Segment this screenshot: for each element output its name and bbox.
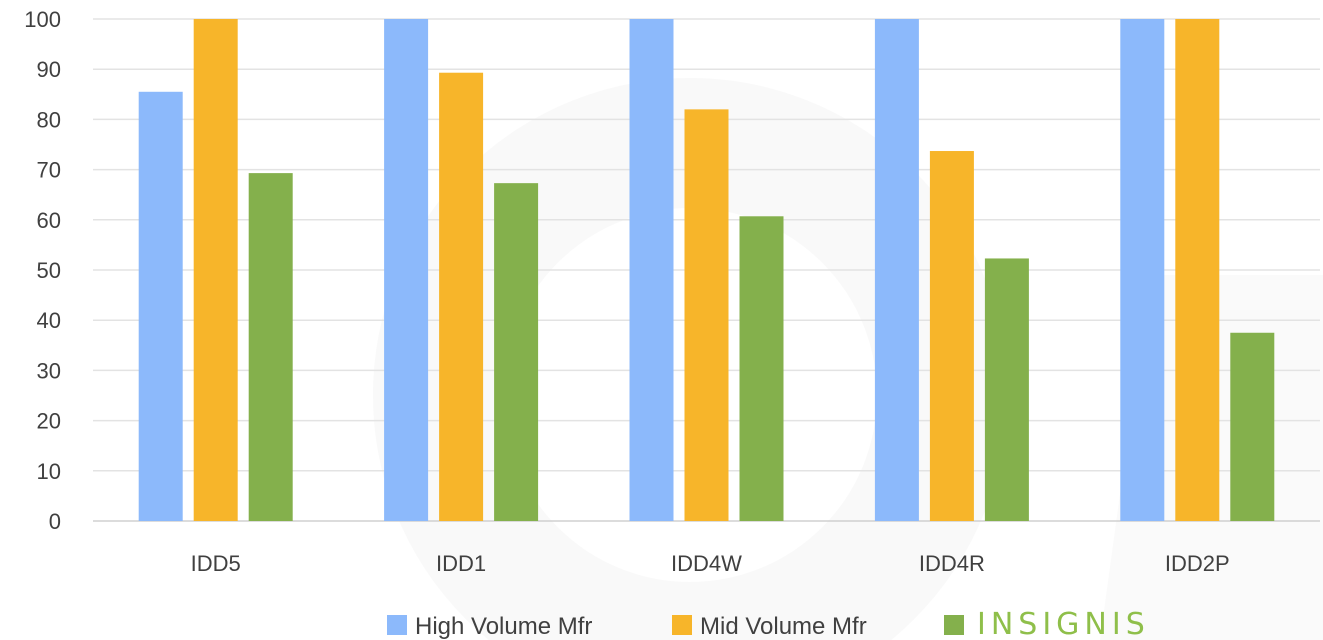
bar-idd5-series-1 (138, 91, 183, 521)
bars (138, 19, 1275, 522)
y-tick-label: 40 (37, 308, 61, 333)
bar-idd1-series-2 (439, 72, 484, 522)
y-tick-label: 80 (37, 107, 61, 132)
x-tick-label: IDD2P (1165, 551, 1230, 576)
bar-idd4w-series-2 (684, 109, 729, 522)
y-tick-label: 0 (49, 509, 61, 534)
y-tick-label: 60 (37, 208, 61, 233)
x-tick-label: IDD1 (436, 551, 486, 576)
y-tick-label: 100 (24, 7, 61, 32)
y-tick-label: 20 (37, 409, 61, 434)
bar-idd1-series-3 (494, 183, 539, 522)
bar-idd2p-series-3 (1230, 332, 1275, 521)
legend-label: Mid Volume Mfr (700, 613, 867, 640)
legend-swatch-series-1 (387, 615, 407, 635)
y-tick-label: 10 (37, 459, 61, 484)
bar-idd4r-series-3 (984, 258, 1029, 521)
legend-brand-logo: INSIGNIS (977, 607, 1150, 640)
bar-idd4r-series-1 (874, 19, 919, 521)
x-tick-label: IDD5 (191, 551, 241, 576)
bar-idd4w-series-1 (629, 19, 674, 521)
legend: High Volume Mfr Mid Volume Mfr INSIGNIS (387, 607, 1150, 640)
x-tick-label: IDD4W (671, 551, 742, 576)
legend-swatch-series-3 (944, 615, 964, 635)
y-axis-ticks: 0 10 20 30 40 50 60 70 80 90 100 (24, 7, 61, 534)
legend-label: High Volume Mfr (415, 613, 592, 640)
bar-idd1-series-1 (384, 19, 429, 521)
bar-idd4w-series-3 (739, 216, 784, 521)
bar-idd2p-series-1 (1120, 19, 1165, 521)
bar-idd4r-series-2 (929, 151, 974, 521)
y-tick-label: 70 (37, 158, 61, 183)
x-tick-label: IDD4R (919, 551, 985, 576)
x-axis-ticks: IDD5 IDD1 IDD4W IDD4R IDD2P (191, 551, 1230, 576)
y-tick-label: 30 (37, 358, 61, 383)
y-tick-label: 90 (37, 57, 61, 82)
y-tick-label: 50 (37, 258, 61, 283)
bar-idd5-series-3 (248, 173, 293, 521)
bar-idd5-series-2 (193, 19, 238, 521)
bar-idd2p-series-2 (1175, 19, 1220, 521)
legend-swatch-series-2 (672, 615, 692, 635)
